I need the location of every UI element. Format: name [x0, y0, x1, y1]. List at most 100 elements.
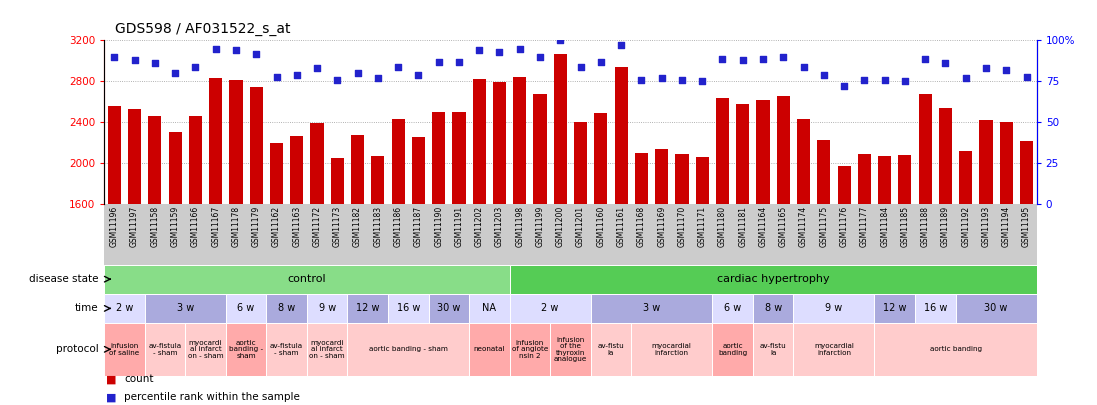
Point — [734, 57, 751, 63]
Bar — [736, 104, 749, 368]
Bar — [1020, 141, 1033, 368]
Bar — [307, 323, 348, 375]
Bar — [270, 143, 283, 368]
Point — [369, 75, 386, 81]
Bar — [574, 122, 587, 368]
Text: infusion
of saline: infusion of saline — [110, 343, 139, 356]
Text: GSM11202: GSM11202 — [475, 206, 484, 247]
Text: GSM11164: GSM11164 — [758, 206, 768, 247]
Point — [349, 70, 366, 77]
Text: myocardi
al infarct
on - sham: myocardi al infarct on - sham — [309, 340, 344, 359]
Text: 9 w: 9 w — [318, 303, 336, 313]
Text: GSM11177: GSM11177 — [860, 206, 869, 247]
Text: 2 w: 2 w — [542, 303, 558, 313]
Text: 12 w: 12 w — [883, 303, 906, 313]
Bar — [793, 294, 874, 323]
Bar — [310, 124, 324, 368]
Point — [815, 72, 833, 78]
Bar — [513, 77, 527, 368]
Point — [957, 75, 974, 81]
Bar — [590, 323, 631, 375]
Bar — [915, 294, 955, 323]
Text: av-fistu
la: av-fistu la — [760, 343, 787, 356]
Point — [916, 55, 934, 62]
Text: GSM11198: GSM11198 — [516, 206, 524, 247]
Text: GDS598 / AF031522_s_at: GDS598 / AF031522_s_at — [115, 22, 291, 36]
Bar — [169, 132, 182, 368]
Bar — [757, 100, 770, 368]
Text: GSM11188: GSM11188 — [920, 206, 929, 247]
Point — [167, 70, 184, 77]
Text: GSM11170: GSM11170 — [678, 206, 687, 247]
Text: GSM11181: GSM11181 — [738, 206, 747, 247]
Text: GSM11167: GSM11167 — [212, 206, 220, 247]
Point — [289, 72, 306, 78]
Text: GSM11176: GSM11176 — [839, 206, 849, 247]
Point — [531, 53, 548, 60]
Text: myocardi
al infarct
on - sham: myocardi al infarct on - sham — [188, 340, 224, 359]
Point — [471, 47, 488, 53]
Text: count: count — [124, 374, 154, 384]
Text: GSM11203: GSM11203 — [495, 206, 504, 247]
Point — [207, 45, 225, 52]
Bar — [510, 323, 551, 375]
Text: neonatal: neonatal — [474, 346, 505, 352]
Text: 8 w: 8 w — [765, 303, 782, 313]
Text: 6 w: 6 w — [724, 303, 742, 313]
Bar — [777, 96, 790, 368]
Text: GSM11195: GSM11195 — [1022, 206, 1031, 247]
Point — [674, 77, 691, 83]
Bar — [858, 154, 871, 368]
Text: percentile rank within the sample: percentile rank within the sample — [124, 392, 299, 402]
Text: GSM11179: GSM11179 — [251, 206, 261, 247]
Bar — [716, 98, 730, 368]
Text: GSM11169: GSM11169 — [657, 206, 666, 247]
Point — [328, 77, 346, 83]
Text: 3 w: 3 w — [643, 303, 660, 313]
Bar — [148, 116, 161, 368]
Text: GSM11190: GSM11190 — [434, 206, 443, 247]
Text: NA: NA — [483, 303, 496, 313]
Bar — [878, 156, 891, 368]
Text: av-fistula
- sham: av-fistula - sham — [270, 343, 303, 356]
Bar — [554, 54, 567, 368]
Text: aortic banding: aortic banding — [929, 346, 982, 352]
Bar — [510, 294, 590, 323]
Bar — [939, 108, 952, 368]
Text: cardiac hypertrophy: cardiac hypertrophy — [716, 274, 829, 284]
Point — [430, 59, 448, 65]
Point — [592, 59, 610, 65]
Text: GSM11196: GSM11196 — [110, 206, 118, 247]
Point — [409, 72, 427, 78]
Text: GSM11184: GSM11184 — [880, 206, 890, 247]
Text: GSM11171: GSM11171 — [698, 206, 706, 247]
Text: GSM11163: GSM11163 — [292, 206, 302, 247]
Bar — [837, 166, 850, 368]
Point — [248, 50, 265, 57]
Point — [146, 60, 163, 67]
Bar — [429, 294, 470, 323]
Point — [997, 67, 1015, 73]
Bar — [470, 323, 510, 375]
Text: GSM11185: GSM11185 — [901, 206, 909, 247]
Text: 8 w: 8 w — [278, 303, 295, 313]
Text: myocardial
infarction: myocardial infarction — [814, 343, 853, 356]
Bar — [712, 323, 753, 375]
Text: GSM11194: GSM11194 — [1002, 206, 1010, 247]
Text: GSM11174: GSM11174 — [799, 206, 808, 247]
Text: GSM11178: GSM11178 — [231, 206, 240, 247]
Text: 3 w: 3 w — [177, 303, 194, 313]
Bar — [108, 106, 121, 368]
Bar — [635, 153, 648, 368]
Bar — [291, 136, 304, 368]
Bar — [267, 294, 307, 323]
Text: GSM11192: GSM11192 — [961, 206, 970, 247]
Text: 6 w: 6 w — [237, 303, 255, 313]
Point — [875, 77, 893, 83]
Point — [714, 55, 732, 62]
Text: GSM11172: GSM11172 — [313, 206, 321, 247]
Text: GSM11160: GSM11160 — [597, 206, 606, 247]
Text: infusion
of angiote
nsin 2: infusion of angiote nsin 2 — [511, 340, 548, 359]
Point — [572, 64, 589, 70]
Text: 9 w: 9 w — [825, 303, 842, 313]
